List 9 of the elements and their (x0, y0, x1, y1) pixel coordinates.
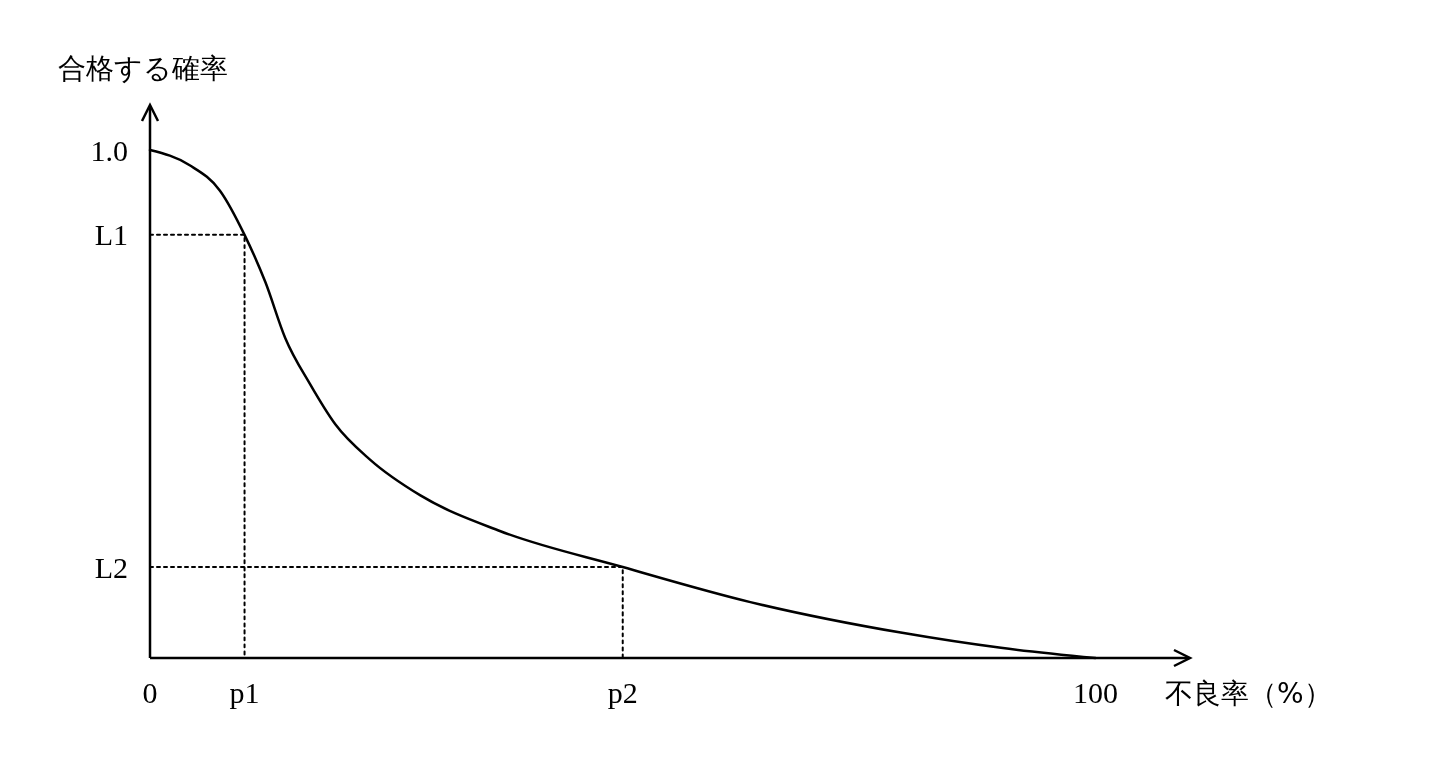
text: L2 (94, 550, 128, 584)
x-tick-label: 100 (1072, 676, 1118, 709)
y-axis-title: 合格する確率 (58, 52, 228, 85)
x-tick-label: p1 (229, 676, 260, 709)
x-axis-title: 不良率（%） (1165, 677, 1332, 710)
x-tick-label: 0 (142, 676, 158, 709)
x-tick-label: p2 (607, 676, 638, 709)
text: 1.0 (90, 133, 128, 167)
text: L1 (94, 218, 128, 252)
